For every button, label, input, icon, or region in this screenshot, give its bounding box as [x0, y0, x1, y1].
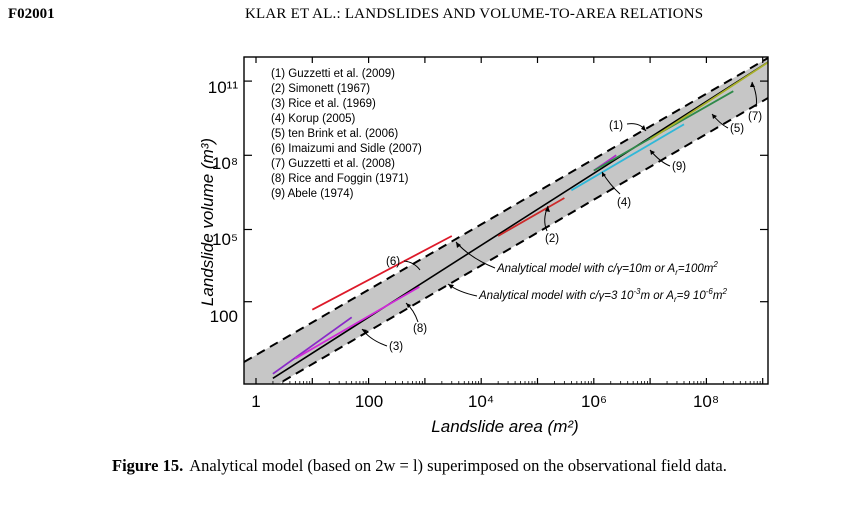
- series-line-9: [570, 123, 685, 192]
- y-tick-labels: 100 10⁵ 10⁸ 10¹¹: [208, 78, 239, 326]
- y-tick-label: 100: [210, 307, 238, 326]
- series-line-7: [649, 61, 768, 141]
- arrowhead: [650, 150, 655, 155]
- annotation-label: (4): [617, 197, 631, 209]
- model-line-lower: [276, 97, 768, 384]
- figure-label: Figure 15.: [112, 456, 184, 475]
- legend-entry: (5) ten Brink et al. (2006): [271, 128, 398, 140]
- y-tick-label: 10⁸: [212, 154, 238, 173]
- axis-ticks: [244, 57, 768, 384]
- arrow-heads: [362, 82, 755, 334]
- legend-entry: (8) Rice and Foggin (1971): [271, 173, 409, 185]
- model-band-fill: [244, 58, 768, 384]
- model-line-upper: [244, 57, 768, 363]
- arrowhead: [362, 329, 367, 334]
- legend: (1) Guzzetti et al. (2009) (2) Simonett …: [271, 68, 422, 200]
- arrow-6: [403, 260, 421, 271]
- arrowhead: [448, 284, 454, 289]
- arrowhead: [545, 206, 550, 212]
- y-axis-title: Landslide volume (m³): [198, 138, 217, 306]
- legend-entry: (7) Guzzetti et al. (2008): [271, 158, 395, 170]
- legend-entry: (4) Korup (2005): [271, 113, 356, 125]
- series-line-2: [497, 197, 565, 237]
- series-line-3: [272, 316, 353, 375]
- series-line-8: [294, 286, 420, 360]
- x-tick-label: 10⁸: [693, 392, 719, 411]
- figure-caption-text: Analytical model (based on 2w = l) super…: [189, 456, 727, 475]
- x-tick-label: 100: [355, 392, 383, 411]
- legend-entry: (2) Simonett (1967): [271, 83, 370, 95]
- running-head: KLAR ET AL.: LANDSLIDES AND VOLUME-TO-AR…: [245, 6, 704, 22]
- y-tick-label: 10¹¹: [208, 78, 239, 97]
- x-axis-title: Landslide area (m²): [431, 417, 578, 436]
- arrowhead: [602, 172, 606, 177]
- arrowhead: [456, 242, 461, 248]
- series-line-6: [311, 235, 453, 311]
- x-tick-labels: 1 100 10⁴ 10⁶ 10⁸: [251, 392, 719, 411]
- series-annotations: (1) (2) (3) (4) (5) (6) (7) (8) (9): [386, 111, 762, 353]
- annotation-label: (7): [748, 111, 762, 123]
- model-upper-label: Analytical model with c/γ=10m or Ar=100m…: [496, 260, 718, 277]
- model-lower-label: Analytical model with c/γ=3 10-3m or Ar=…: [478, 287, 727, 304]
- legend-entry: (6) Imaizumi and Sidle (2007): [271, 143, 422, 155]
- annotation-label: (6): [386, 256, 400, 268]
- x-tick-label: 10⁶: [581, 392, 607, 411]
- annotation-label: (9): [672, 161, 686, 173]
- y-tick-label: 10⁵: [212, 230, 238, 249]
- plot-frame: [243, 56, 769, 385]
- series-line-1: [272, 61, 768, 379]
- arrowhead: [750, 82, 755, 87]
- x-tick-label: 10⁴: [468, 392, 494, 411]
- legend-entry: (3) Rice et al. (1969): [271, 98, 376, 110]
- arrowhead: [406, 303, 411, 308]
- arrowhead: [641, 125, 646, 131]
- annotation-label: (1): [609, 120, 623, 132]
- figure-caption: Figure 15. Analytical model (based on 2w …: [112, 456, 727, 476]
- arrowhead: [712, 114, 717, 119]
- legend-entry: (9) Abele (1974): [271, 188, 354, 200]
- model-band: [244, 58, 768, 384]
- annotation-label: (8): [413, 323, 427, 335]
- model-lines: [244, 57, 768, 384]
- annotation-label: (5): [730, 123, 744, 135]
- series-layer: [272, 61, 768, 379]
- x-tick-label: 1: [251, 392, 260, 411]
- annotation-label: (3): [389, 341, 403, 353]
- legend-entry: (1) Guzzetti et al. (2009): [271, 68, 395, 80]
- page-id: F02001: [8, 6, 55, 22]
- annotation-label: (2): [545, 233, 559, 245]
